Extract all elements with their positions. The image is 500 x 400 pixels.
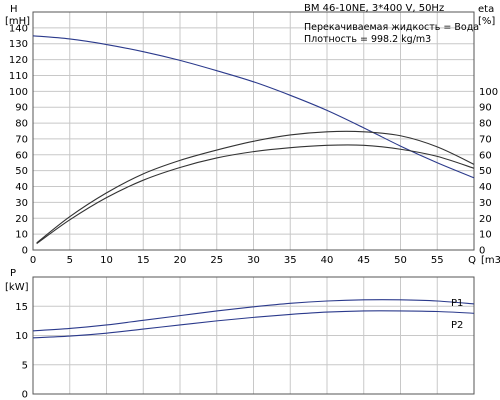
top-xtick-label: 40 <box>321 255 334 266</box>
top-ytick-label: 130 <box>9 39 28 50</box>
head-curve <box>32 35 475 179</box>
x-axis-end-label: Q <box>468 255 476 266</box>
top-ytick-label: 90 <box>15 103 28 114</box>
top-xtick-label: 0 <box>30 255 36 266</box>
bottom-plot-frame <box>32 276 475 395</box>
top-y2tick-label: 20 <box>479 214 492 225</box>
efficiency-curve-1 <box>36 130 475 244</box>
top-xtick-label: 45 <box>357 255 370 266</box>
top-y2tick-label: 90 <box>479 103 492 114</box>
top-ytick-label: 100 <box>9 87 28 98</box>
top-y2tick-label: 60 <box>479 150 492 161</box>
top-y2tick-label: 10 <box>479 230 492 241</box>
top-y2tick-label: 0 <box>479 246 485 257</box>
top-y2tick-label: 80 <box>479 119 492 130</box>
y2-axis-unit-label: [%] <box>478 16 495 27</box>
efficiency-curve-2 <box>36 144 475 245</box>
series-label-p1: P1 <box>451 298 463 309</box>
y-axis-label: H <box>10 4 18 15</box>
top-ytick-label: 70 <box>15 134 28 145</box>
top-xtick-label: 30 <box>247 255 260 266</box>
bottom-ytick-label: 5 <box>22 360 28 371</box>
bottom-ytick-label: 0 <box>22 390 28 400</box>
power-curve-p2 <box>32 310 475 339</box>
top-ytick-label: 0 <box>22 246 28 257</box>
top-ytick-label: 40 <box>15 182 28 193</box>
top-y2tick-label: 50 <box>479 166 492 177</box>
top-xtick-label: 5 <box>67 255 73 266</box>
y-axis-unit-label: [mH] <box>5 16 30 27</box>
top-ytick-label: 20 <box>15 214 28 225</box>
top-ytick-label: 10 <box>15 230 28 241</box>
x-axis-unit-label: [m3/h] <box>481 255 500 266</box>
top-xtick-label: 15 <box>137 255 150 266</box>
chart-title: BM 46-10NE, 3*400 V, 50Hz <box>304 3 444 14</box>
top-xtick-label: 55 <box>431 255 444 266</box>
p-axis-unit-label: [kW] <box>5 282 29 293</box>
top-plot-frame <box>32 11 475 251</box>
series-label-p2: P2 <box>451 320 463 331</box>
top-ytick-label: 80 <box>15 119 28 130</box>
top-ytick-label: 140 <box>9 23 28 34</box>
top-ytick-label: 110 <box>9 71 28 82</box>
top-y2tick-label: 30 <box>479 198 492 209</box>
y2-axis-label: eta <box>478 4 494 15</box>
top-xtick-label: 25 <box>210 255 223 266</box>
annotation-density: Плотность = 998.2 kg/m3 <box>304 34 431 45</box>
bottom-ytick-label: 15 <box>15 302 28 313</box>
top-xtick-label: 35 <box>284 255 297 266</box>
annotation-liquid: Перекачиваемая жидкость = Вода <box>304 22 479 33</box>
p-axis-label: P <box>10 268 16 279</box>
top-y2tick-label: 40 <box>479 182 492 193</box>
top-ytick-label: 60 <box>15 150 28 161</box>
top-xtick-label: 10 <box>100 255 113 266</box>
top-xtick-label: 20 <box>174 255 187 266</box>
bottom-ytick-label: 10 <box>15 331 28 342</box>
top-ytick-label: 30 <box>15 198 28 209</box>
top-y2tick-label: 70 <box>479 134 492 145</box>
top-xtick-label: 50 <box>394 255 407 266</box>
power-curve-p1 <box>32 299 475 332</box>
top-y2tick-label: 100 <box>479 87 498 98</box>
top-ytick-label: 50 <box>15 166 28 177</box>
top-ytick-label: 120 <box>9 55 28 66</box>
